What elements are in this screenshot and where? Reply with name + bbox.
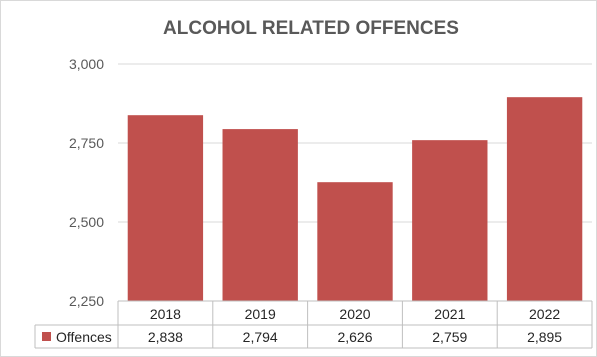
bar-2022 xyxy=(506,97,583,302)
data-table-value: 2,794 xyxy=(243,329,278,345)
data-table-value: 2,626 xyxy=(337,329,372,345)
y-tick-label: 2,250 xyxy=(69,293,104,309)
data-table-value: 2,838 xyxy=(148,329,183,345)
category-label: 2020 xyxy=(339,306,370,322)
bar-2019 xyxy=(222,129,298,301)
y-tick-label: 2,750 xyxy=(69,135,104,151)
y-tick-label: 2,500 xyxy=(69,214,104,230)
chart-title: ALCOHOL RELATED OFFENCES xyxy=(163,18,459,39)
bar-2021 xyxy=(412,140,488,301)
bar-2020 xyxy=(317,182,393,301)
bar-2018 xyxy=(127,115,204,301)
y-tick-label: 3,000 xyxy=(69,56,104,72)
category-label: 2021 xyxy=(434,306,465,322)
category-label: 2019 xyxy=(245,306,276,322)
data-table-value: 2,759 xyxy=(432,329,467,345)
category-label: 2022 xyxy=(529,306,560,322)
data-table-value: 2,895 xyxy=(527,329,562,345)
legend-key xyxy=(42,332,51,341)
legend-series-name: Offences xyxy=(56,329,112,345)
category-label: 2018 xyxy=(150,306,181,322)
